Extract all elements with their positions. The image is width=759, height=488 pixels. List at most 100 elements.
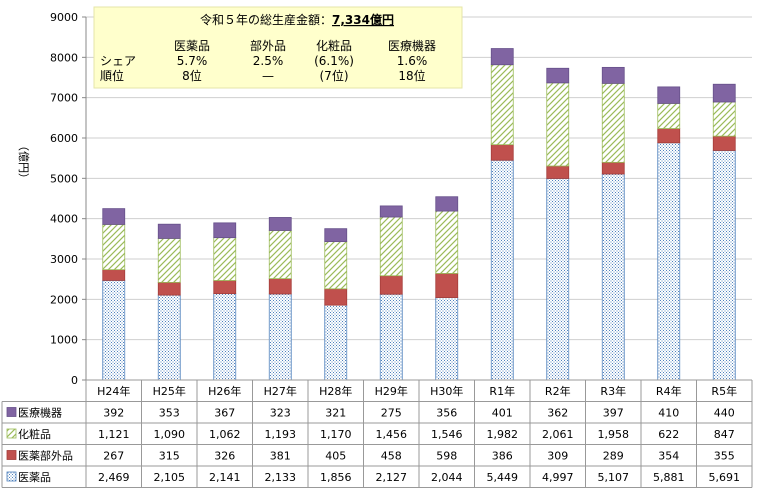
bar-drug-1 <box>157 294 181 381</box>
bar-cosm-4 <box>324 241 348 290</box>
info-share-value: 1.6% <box>397 54 428 68</box>
info-title-value: 7,334億円 <box>332 12 394 27</box>
table-cell-cosm: 847 <box>714 428 735 441</box>
legend-label-quasi: 医薬部外品 <box>18 449 73 463</box>
info-share-label: シェア <box>100 54 136 68</box>
y-tick-label: 8000 <box>50 51 78 64</box>
bar-device-2 <box>213 222 237 239</box>
legend-label-device: 医療機器 <box>18 406 62 420</box>
table-cell-device: 440 <box>714 407 735 420</box>
bar-cosm-2 <box>213 237 237 281</box>
y-tick-label: 1000 <box>50 334 78 347</box>
bar-cosm-3 <box>268 230 292 280</box>
info-share-value: (6.1%) <box>314 54 354 68</box>
y-tick-label: 0 <box>71 374 78 387</box>
x-tick-label: R4年 <box>656 384 682 398</box>
y-axis-label: （億円） <box>17 140 30 184</box>
bar-drug-10 <box>657 142 681 381</box>
bar-drug-9 <box>601 173 625 381</box>
table-cell-cosm: 1,958 <box>598 428 630 441</box>
info-col-header: 医薬品 <box>174 39 210 53</box>
table-cell-drug: 5,449 <box>487 471 519 484</box>
table-cell-device: 367 <box>214 407 235 420</box>
bar-cosm-7 <box>490 64 514 146</box>
y-tick-label: 5000 <box>50 172 78 185</box>
bar-device-8 <box>546 67 570 84</box>
legend-swatch-drug <box>6 471 17 482</box>
table-cell-cosm: 1,090 <box>154 428 186 441</box>
bar-cosm-6 <box>435 210 459 274</box>
table-cell-quasi: 326 <box>214 450 235 463</box>
y-tick-label: 3000 <box>50 253 78 266</box>
info-rank-value: 8位 <box>182 68 202 83</box>
bar-quasi-8 <box>546 165 570 179</box>
bar-quasi-9 <box>601 161 625 175</box>
bar-device-7 <box>490 48 514 66</box>
info-box: 令和５年の総生産金額：7,334億円 医薬品5.7%8位部外品2.5%—化粧品(… <box>93 6 463 89</box>
table-cell-quasi: 386 <box>492 450 513 463</box>
bar-cosm-9 <box>601 82 625 163</box>
x-tick-label: R2年 <box>545 384 571 398</box>
info-share-value: 2.5% <box>253 54 284 68</box>
legend-swatch-device <box>6 407 17 417</box>
info-share-value: 5.7% <box>177 54 208 68</box>
table-cell-cosm: 1,456 <box>376 428 408 441</box>
bar-drug-6 <box>435 297 459 381</box>
data-table: H24年 H25年 H26年 H27年 H28年 H29年 H30年 R1年 R2年 R3年 R4年… <box>1 379 753 488</box>
bar-cosm-0 <box>102 224 126 271</box>
table-cell-drug: 1,856 <box>320 471 352 484</box>
table-cell-device: 401 <box>492 407 513 420</box>
legend-label-drug: 医薬品 <box>18 471 51 484</box>
bar-device-5 <box>379 205 403 218</box>
bar-quasi-2 <box>213 280 237 295</box>
table-cell-quasi: 381 <box>270 450 291 463</box>
bar-cosm-5 <box>379 216 403 277</box>
table-cell-device: 397 <box>603 407 624 420</box>
x-tick-label: R5年 <box>711 384 737 398</box>
legend-swatch-cosm <box>6 428 17 439</box>
bars <box>102 48 736 381</box>
bar-drug-4 <box>324 304 348 381</box>
table-cell-drug: 4,997 <box>542 471 574 484</box>
x-tick-label: H30年 <box>430 384 463 398</box>
y-tick-label: 6000 <box>50 132 78 145</box>
table-cell-cosm: 1,062 <box>209 428 241 441</box>
bar-device-1 <box>157 223 181 239</box>
bar-drug-0 <box>102 280 126 381</box>
legend-swatch-quasi <box>6 450 17 460</box>
info-rank-value: — <box>262 69 274 83</box>
table-cell-drug: 2,044 <box>431 471 463 484</box>
bar-quasi-4 <box>324 288 348 306</box>
bar-quasi-1 <box>157 281 181 296</box>
bar-drug-5 <box>379 293 403 381</box>
table-cell-drug: 2,133 <box>265 471 297 484</box>
table-cell-quasi: 598 <box>436 450 457 463</box>
table-cell-drug: 2,105 <box>154 471 186 484</box>
table-cell-quasi: 405 <box>325 450 346 463</box>
bar-quasi-0 <box>102 269 126 281</box>
table-cell-drug: 5,881 <box>653 471 685 484</box>
bar-drug-2 <box>213 293 237 381</box>
table-cell-drug: 5,691 <box>709 471 741 484</box>
y-tick-label: 9000 <box>50 11 78 24</box>
bar-cosm-8 <box>546 82 570 167</box>
x-tick-label: R1年 <box>489 384 515 398</box>
y-tick-label: 4000 <box>50 213 78 226</box>
bar-device-3 <box>268 217 292 231</box>
bar-drug-11 <box>712 150 736 381</box>
bar-device-0 <box>102 208 126 225</box>
table-cell-quasi: 289 <box>603 450 624 463</box>
info-title: 令和５年の総生産金額：7,334億円 <box>200 12 394 27</box>
info-col-header: 医療機器 <box>388 38 436 53</box>
bar-device-9 <box>601 66 625 84</box>
bar-quasi-3 <box>268 278 292 295</box>
table-cell-quasi: 309 <box>547 450 568 463</box>
table-cell-quasi: 354 <box>658 450 679 463</box>
info-rank-value: (7位) <box>320 68 349 83</box>
table-cell-drug: 2,141 <box>209 471 241 484</box>
table-cell-quasi: 458 <box>381 450 402 463</box>
table-cell-drug: 5,107 <box>598 471 630 484</box>
y-tick-label: 7000 <box>50 92 78 105</box>
bar-device-4 <box>324 228 348 243</box>
